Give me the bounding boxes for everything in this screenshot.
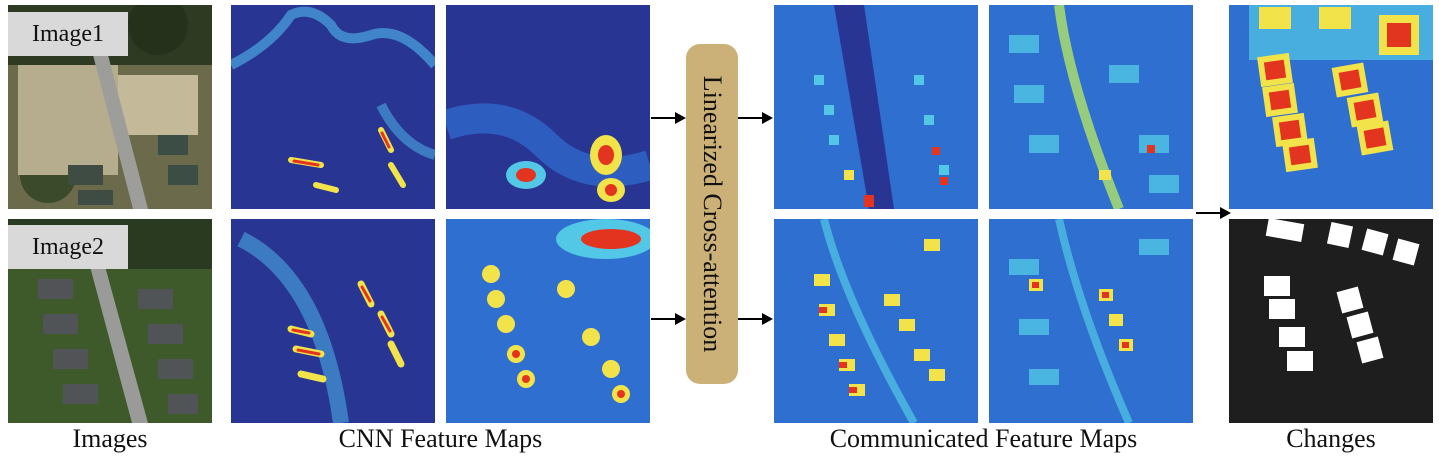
image2-label: Image2: [8, 225, 128, 269]
caption-cnn-feature-maps: CNN Feature Maps: [338, 424, 543, 453]
change-mask: [1229, 219, 1433, 423]
linearized-cross-attention-label: Linearized Cross-attention: [698, 75, 727, 353]
caption-changes: Changes: [1286, 424, 1376, 453]
communicated-feature-map-2b: [989, 219, 1193, 423]
change-heatmap: [1229, 5, 1433, 209]
cnn-feature-map-2b: [446, 219, 650, 423]
communicated-feature-map-1b: [989, 5, 1193, 209]
cnn-feature-map-1b: [446, 5, 650, 209]
linearized-cross-attention-block: Linearized Cross-attention: [686, 44, 738, 384]
image1-label: Image1: [8, 12, 128, 56]
arrow-to-changes: [1196, 207, 1231, 219]
arrow-attention-to-communicated-bottom: [738, 313, 773, 325]
cnn-feature-map-1a: [231, 5, 435, 209]
communicated-feature-map-2a: [774, 219, 978, 423]
cnn-feature-map-2a: [231, 219, 435, 423]
arrow-cnn-to-attention-bottom: [651, 313, 686, 325]
arrow-cnn-to-attention-top: [651, 112, 686, 124]
caption-communicated-feature-maps: Communicated Feature Maps: [829, 424, 1138, 453]
communicated-feature-map-1a: [774, 5, 978, 209]
arrow-attention-to-communicated-top: [738, 112, 773, 124]
caption-images: Images: [72, 424, 148, 453]
